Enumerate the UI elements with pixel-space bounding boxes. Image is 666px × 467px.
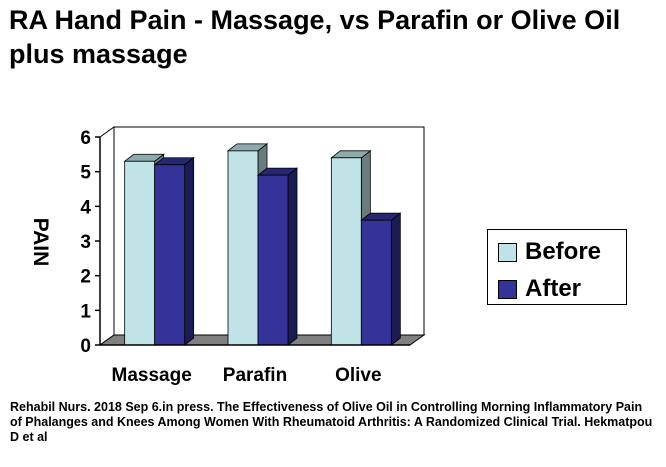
bar-side-face: [390, 212, 401, 346]
bar-front-face: [154, 164, 186, 346]
legend-swatch-after: [498, 279, 517, 299]
y-axis: 0 1 2 3 4 5 6: [80, 128, 101, 357]
y-tick-label: 2: [80, 267, 91, 288]
y-tick-label: 5: [80, 163, 91, 184]
y-tick-label: 1: [80, 301, 91, 322]
bar-front-face: [124, 160, 156, 346]
y-tick-label: 4: [80, 197, 91, 218]
bars-group: [123, 143, 402, 346]
y-tick-label: 3: [80, 232, 91, 253]
legend-item-after: After: [498, 275, 582, 302]
y-tick-label: 6: [80, 128, 91, 149]
bar-after-parafin: [256, 167, 299, 346]
bar-after-massage: [153, 156, 195, 346]
x-axis: Massage Parafin Olive: [100, 344, 410, 386]
y-axis-label: PAIN: [29, 217, 52, 267]
category-label-olive: Olive: [335, 365, 381, 386]
legend: Before After: [487, 229, 627, 305]
bar-after-olive: [360, 212, 402, 346]
bar-side-face: [184, 156, 195, 346]
bar-chart: 0 1 2 3 4 5 6 Massage Parafin Olive: [80, 126, 426, 386]
legend-label-before: Before: [525, 238, 602, 265]
legend-swatch-before: [498, 242, 517, 262]
bar-front-face: [227, 150, 259, 346]
y-tick-label: 0: [80, 336, 91, 357]
category-label-massage: Massage: [112, 365, 192, 386]
bar-front-face: [257, 174, 289, 346]
legend-label-after: After: [525, 275, 582, 302]
plot-side-wall: [99, 126, 115, 346]
bar-front-face: [360, 219, 392, 346]
chart-title: RA Hand Pain - Massage, vs Parafin or Ol…: [9, 5, 621, 69]
citation-footer: Rehabil Nurs. 2018 Sep 6.in press. The E…: [10, 400, 653, 444]
bar-side-face: [287, 167, 298, 346]
category-label-parafin: Parafin: [223, 365, 287, 386]
bar-front-face: [330, 157, 362, 346]
legend-item-before: Before: [498, 238, 602, 265]
